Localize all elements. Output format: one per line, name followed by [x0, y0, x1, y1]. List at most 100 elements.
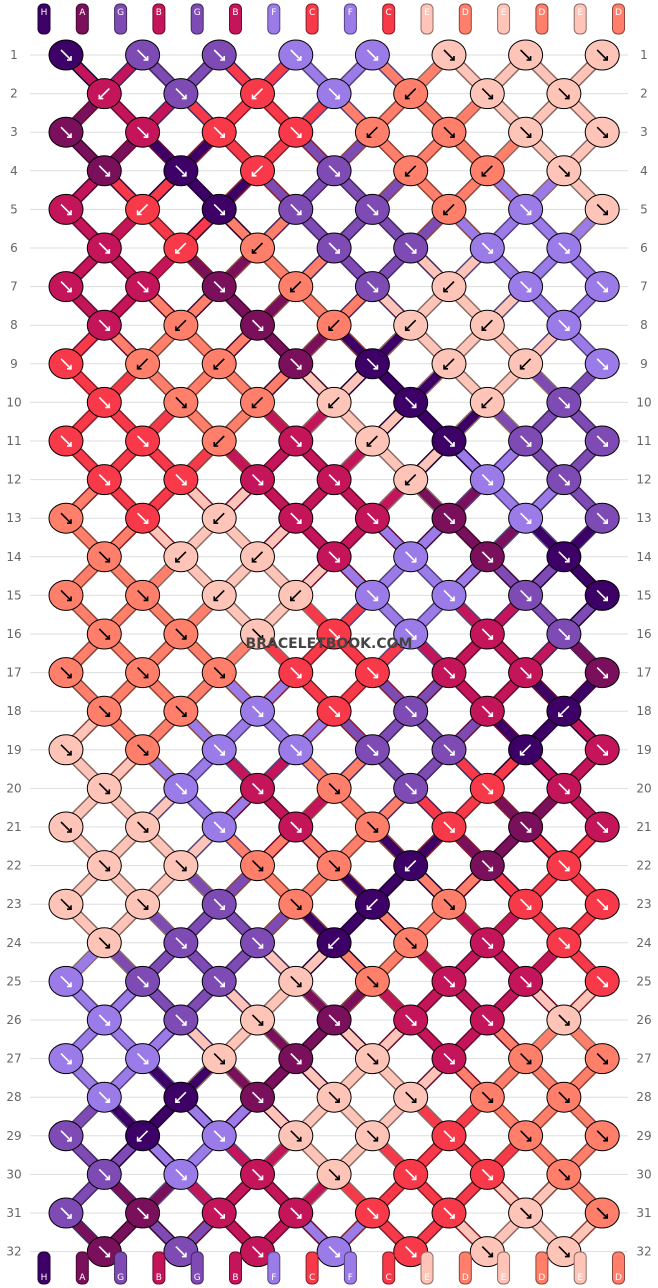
knot [48, 116, 84, 148]
knot-arrow-icon [251, 88, 264, 100]
row-number-right: 12 [636, 473, 651, 487]
knot [316, 1004, 352, 1036]
knot [431, 1120, 467, 1152]
knot [508, 811, 544, 843]
row-number-left: 5 [10, 202, 18, 216]
knot [201, 1197, 237, 1229]
knot [431, 657, 467, 689]
knot [163, 850, 199, 882]
strand-bottom [152, 1251, 166, 1285]
knot [163, 386, 199, 418]
knot [278, 425, 314, 457]
knot [125, 193, 161, 225]
knot-arrow-icon [481, 705, 493, 717]
knot-arrow-icon [520, 744, 532, 756]
knot-arrowhead-icon [143, 673, 149, 679]
knot-arrow-icon [251, 937, 264, 949]
knot [316, 155, 352, 187]
knot-arrowhead-icon [488, 866, 494, 872]
knot-arrow-icon [366, 1053, 378, 1065]
knot-arrowhead-icon [181, 480, 187, 486]
knot [278, 271, 314, 303]
knot [163, 232, 199, 264]
knot-arrowhead-icon [603, 1059, 609, 1065]
knot-arrowhead-icon [258, 1098, 264, 1103]
knot-arrow-icon [405, 1246, 417, 1258]
knot-arrowhead-icon [296, 905, 302, 911]
knot [201, 425, 237, 457]
row-number-left: 6 [10, 241, 18, 255]
row-number-left: 10 [6, 395, 21, 409]
knot-arrowhead-icon [603, 905, 609, 911]
knot-arrowhead-icon [143, 1059, 149, 1065]
strand-bottom [114, 1251, 128, 1285]
knot-arrowhead-icon [526, 1214, 532, 1219]
knot [469, 695, 505, 727]
knot-arrowhead-icon [564, 171, 570, 177]
knot-arrowhead-icon [258, 866, 264, 872]
knot-arrowhead-icon [404, 866, 410, 872]
strand-label-top: E [577, 8, 583, 18]
knot [469, 1158, 505, 1190]
knot-arrowhead-icon [335, 712, 340, 718]
knot-arrowhead-icon [258, 326, 264, 332]
knot [48, 888, 84, 920]
knot [201, 811, 237, 843]
strand-label-bottom: G [194, 1273, 201, 1283]
knot-arrow-icon [251, 1246, 264, 1258]
knot [240, 464, 275, 496]
knot-arrow-icon [520, 126, 532, 138]
strand-bottom [458, 1251, 472, 1285]
knot-arrowhead-icon [105, 866, 111, 872]
row-number-left: 19 [6, 743, 21, 757]
knot-arrow-icon [596, 203, 608, 215]
row-number-right: 11 [636, 434, 651, 448]
knot-arrowhead-icon [450, 905, 455, 911]
knot-arrow-icon [405, 1091, 417, 1103]
knot [431, 348, 467, 380]
knot [508, 888, 544, 920]
strand-bottom [420, 1251, 434, 1285]
row-number-right: 16 [636, 627, 651, 641]
knot [546, 309, 582, 341]
knot [354, 888, 390, 920]
knot-arrow-icon [98, 165, 110, 177]
knot [278, 348, 314, 380]
knot-arrow-icon [328, 88, 340, 100]
knot-arrowhead-icon [98, 94, 104, 100]
knot [546, 618, 582, 650]
knot [125, 965, 161, 997]
knot-arrow-icon [443, 281, 455, 293]
knot [584, 579, 620, 611]
knot [584, 965, 620, 997]
knot [316, 618, 352, 650]
knot-arrow-icon [443, 1207, 455, 1219]
knot-arrow-icon [596, 821, 608, 833]
knot-arrowhead-icon [373, 1214, 379, 1219]
knot [163, 1081, 199, 1113]
knot [469, 772, 505, 804]
knot-arrow-icon [328, 860, 340, 872]
strand-top [612, 3, 625, 35]
knot-arrow-icon [175, 1091, 187, 1103]
knot-arrow-icon [251, 628, 264, 640]
strand-top [343, 3, 357, 35]
knot-arrowhead-icon [526, 673, 532, 679]
knot-arrow-icon [366, 821, 378, 833]
knot-arrow-icon [137, 512, 149, 524]
knot-arrowhead-icon [373, 828, 379, 833]
knot-arrow-icon [60, 975, 72, 987]
knot [86, 309, 122, 341]
knot-arrow-icon [558, 242, 570, 254]
knot-arrow-icon [60, 667, 72, 679]
knot [125, 734, 161, 766]
knot-arrow-icon [366, 975, 378, 987]
knot-arrow-icon [60, 898, 72, 910]
row-number-left: 27 [6, 1052, 21, 1066]
knot-arrow-icon [213, 975, 225, 987]
knot [240, 850, 275, 882]
knot [201, 348, 237, 380]
knot [86, 78, 122, 110]
knot [278, 1043, 314, 1075]
knot-arrowhead-icon [450, 673, 455, 679]
